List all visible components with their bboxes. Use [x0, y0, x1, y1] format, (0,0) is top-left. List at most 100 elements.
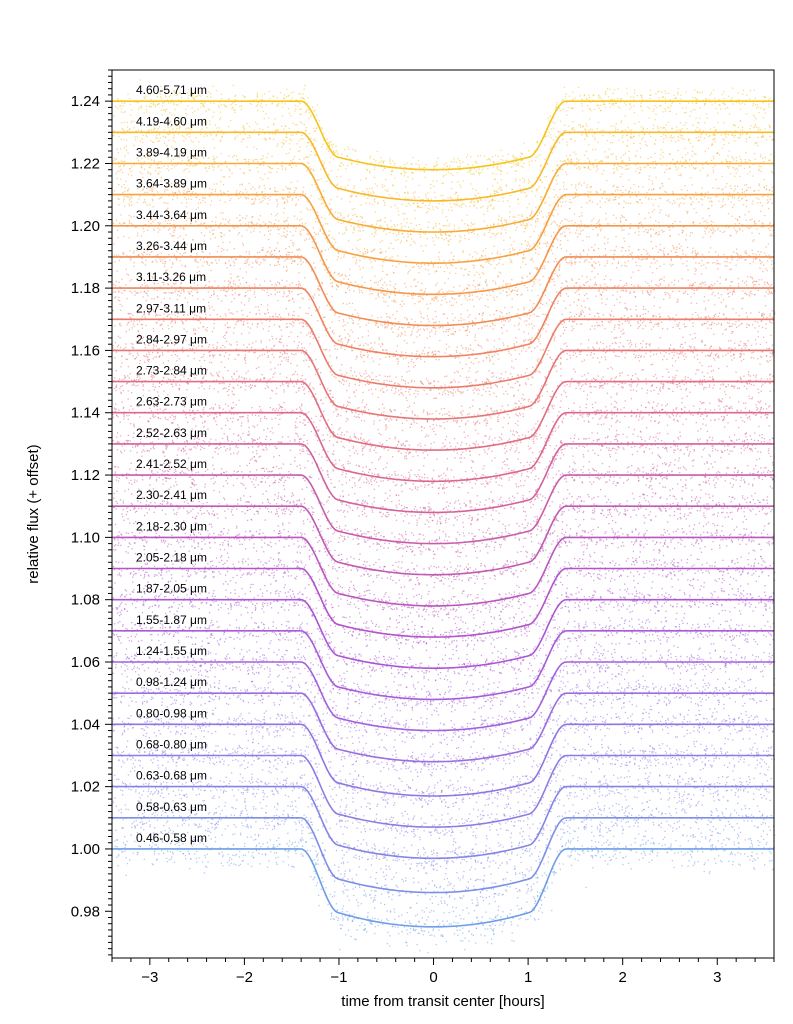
data-point: [401, 878, 403, 881]
data-point: [138, 792, 140, 794]
data-point: [486, 838, 488, 840]
data-point: [214, 823, 216, 826]
data-point: [455, 819, 457, 821]
data-point: [201, 696, 203, 698]
data-point: [665, 763, 668, 765]
data-point: [697, 802, 699, 804]
data-point: [509, 755, 511, 757]
data-point: [374, 820, 376, 822]
data-point: [653, 843, 656, 845]
data-point: [117, 865, 119, 867]
data-point: [385, 818, 387, 820]
data-point: [367, 849, 369, 851]
data-point: [554, 872, 556, 874]
data-point: [415, 790, 417, 792]
data-point: [732, 826, 734, 828]
data-point: [528, 787, 530, 789]
data-point: [493, 888, 495, 890]
data-point: [276, 840, 278, 842]
data-point: [294, 722, 296, 724]
data-point: [726, 725, 728, 727]
data-point: [676, 749, 678, 751]
data-point: [667, 717, 669, 720]
data-point: [135, 789, 137, 791]
data-point: [460, 940, 462, 942]
data-point: [725, 776, 728, 779]
data-point: [310, 789, 313, 791]
data-point: [582, 757, 585, 759]
data-point: [709, 722, 712, 724]
data-point: [613, 752, 615, 754]
data-point: [464, 937, 466, 939]
data-point: [603, 683, 605, 686]
data-point: [485, 851, 487, 853]
data-point: [645, 711, 647, 713]
data-point: [370, 889, 373, 892]
data-point: [609, 841, 612, 844]
data-point: [203, 872, 206, 874]
data-point: [371, 858, 373, 860]
data-point: [248, 780, 250, 783]
data-point: [375, 857, 377, 859]
data-point: [223, 781, 225, 783]
data-point: [407, 831, 409, 834]
data-point: [562, 832, 565, 834]
data-point: [568, 792, 571, 794]
data-point: [615, 803, 617, 805]
data-point: [338, 820, 341, 823]
data-point: [192, 719, 194, 721]
data-point: [431, 880, 434, 882]
data-point: [384, 850, 386, 852]
data-point: [340, 862, 343, 864]
data-point: [560, 693, 562, 696]
data-point: [459, 763, 461, 766]
data-point: [136, 832, 139, 834]
data-point: [697, 861, 699, 863]
data-point: [192, 787, 194, 790]
data-point: [253, 760, 255, 762]
data-point: [574, 758, 576, 761]
data-point: [339, 806, 342, 808]
data-point: [538, 773, 540, 775]
data-point: [118, 809, 120, 812]
data-point: [187, 751, 190, 754]
data-point: [517, 801, 519, 803]
data-point: [161, 710, 163, 713]
data-point: [506, 916, 509, 918]
data-point: [531, 853, 533, 855]
data-point: [345, 806, 347, 808]
data-point: [171, 683, 173, 685]
data-point: [324, 752, 326, 754]
data-point: [713, 800, 715, 802]
data-point: [468, 940, 470, 942]
data-point: [691, 777, 693, 779]
data-point: [455, 907, 457, 909]
data-point: [242, 859, 244, 862]
data-point: [738, 827, 740, 829]
data-point: [407, 933, 409, 935]
data-point: [624, 711, 626, 714]
data-point: [194, 753, 197, 755]
data-point: [397, 788, 399, 790]
data-point: [649, 727, 651, 729]
data-point: [403, 827, 405, 829]
data-point: [429, 934, 431, 936]
data-point: [502, 911, 504, 913]
data-point: [504, 815, 506, 817]
data-point: [754, 742, 756, 744]
data-point: [427, 916, 429, 918]
data-point: [680, 764, 682, 766]
data-point: [166, 743, 168, 746]
data-point: [413, 877, 415, 879]
data-point: [464, 789, 467, 791]
data-point: [264, 854, 267, 856]
data-point: [474, 860, 477, 862]
data-point: [510, 792, 512, 794]
data-point: [279, 735, 281, 737]
data-point: [300, 749, 302, 751]
data-point: [335, 749, 337, 751]
data-point: [463, 870, 465, 873]
data-point: [128, 688, 130, 690]
data-point: [160, 783, 162, 786]
data-point: [320, 752, 322, 754]
